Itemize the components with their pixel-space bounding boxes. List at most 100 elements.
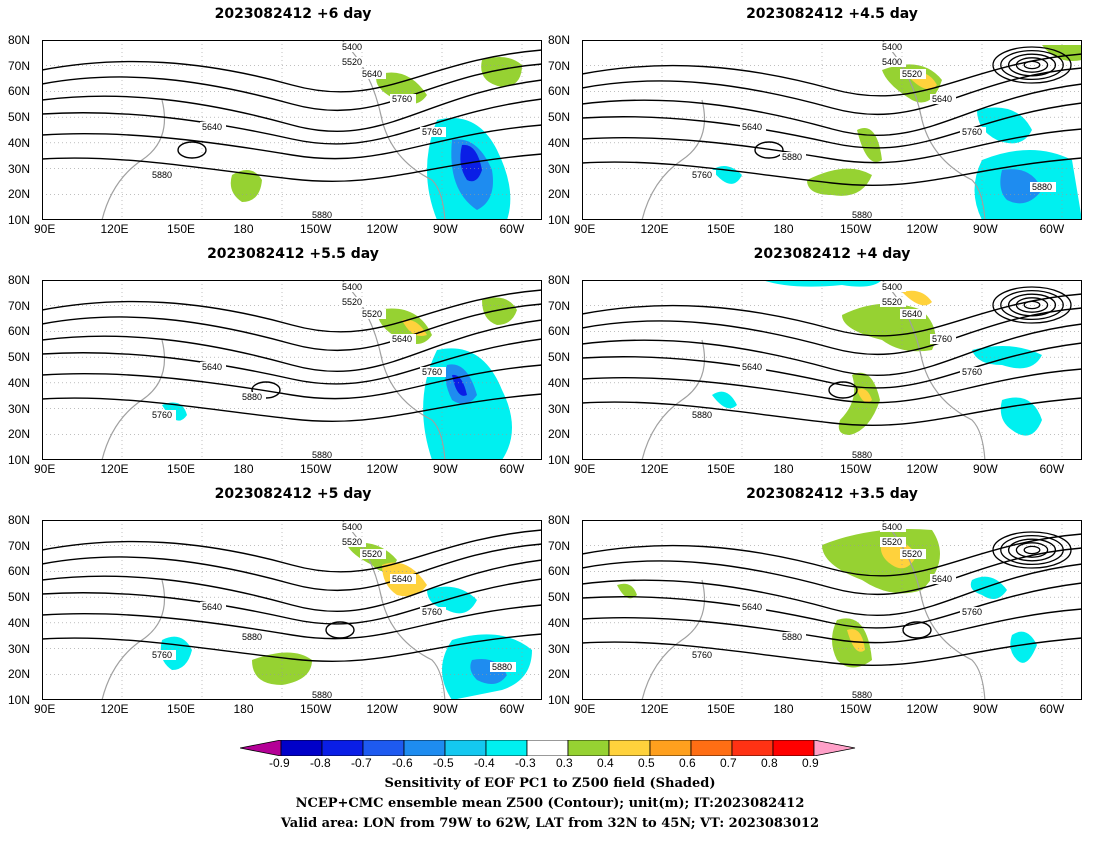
- contour-line: [42, 604, 542, 640]
- caption-line-2: NCEP+CMC ensemble mean Z500 (Contour); u…: [295, 796, 805, 811]
- shading-region: [902, 290, 932, 306]
- contour-label-bg: [200, 602, 226, 612]
- contour-label-bg: [900, 549, 926, 559]
- lat-tick-label: 60N: [8, 84, 31, 99]
- contour-label-bg: [880, 297, 906, 307]
- contour-label-bg: [420, 367, 446, 377]
- lat-tick-label: 10N: [548, 693, 571, 707]
- contour-line: [42, 364, 542, 400]
- colorbar-label: 0.6: [679, 756, 696, 770]
- colorbar-label: 0.4: [597, 756, 614, 770]
- lon-tick-label: 90E: [574, 222, 596, 236]
- contour-line: [42, 153, 542, 182]
- colorbar-segment: [403, 740, 446, 756]
- contour-label: 5880: [152, 170, 172, 180]
- lat-tick-label: 70N: [548, 538, 571, 553]
- panel-title: 2023082412 +5.5 day: [207, 246, 379, 262]
- lon-tick-label: 180: [773, 462, 794, 476]
- lat-tick-label: 60N: [8, 324, 31, 339]
- contour-label: 5520: [902, 69, 922, 79]
- colorbar-label: -0.8: [310, 756, 331, 770]
- shading-region: [482, 297, 517, 325]
- contour-label-bg: [390, 574, 416, 584]
- contour-label-bg: [900, 69, 926, 79]
- contour-label-bg: [1030, 182, 1056, 192]
- shading-region: [160, 636, 192, 670]
- contour-line: [1007, 53, 1057, 77]
- colorbar-label: -0.6: [392, 756, 413, 770]
- contour-label-bg: [780, 152, 806, 162]
- contour-label: 5640: [932, 574, 952, 584]
- lon-tick-label: 120W: [366, 222, 398, 236]
- lat-tick-label: 50N: [8, 350, 31, 365]
- lat-tick-label: 30N: [548, 161, 571, 176]
- panel-title: 2023082412 +4.5 day: [746, 6, 918, 22]
- contour-label-bg: [740, 122, 766, 132]
- contour-label: 5520: [882, 297, 902, 307]
- lon-tick-label: 90W: [973, 462, 998, 476]
- colorbar-segment: [485, 740, 528, 756]
- colorbar-label: -0.9: [269, 756, 290, 770]
- contour-label-bg: [900, 309, 926, 319]
- lat-tick-label: 30N: [8, 401, 31, 416]
- contour-label: 5760: [962, 127, 982, 137]
- lat-tick-label: 20N: [548, 187, 571, 202]
- lat-tick-label: 40N: [548, 135, 571, 150]
- lat-tick-label: 80N: [548, 513, 571, 527]
- lat-tick-label: 20N: [8, 667, 31, 682]
- contour-line: [582, 128, 1082, 164]
- lon-tick-label: 150W: [300, 702, 332, 716]
- contour-line: [992, 286, 1072, 324]
- contour-label: 5400: [882, 282, 902, 292]
- contour-label: 5400: [342, 522, 362, 532]
- contour-label: 5880: [312, 210, 332, 220]
- contour-line: [582, 397, 1082, 426]
- colorbar-label: -0.5: [433, 756, 454, 770]
- contour-label: 5520: [362, 309, 382, 319]
- contour-line: [42, 49, 542, 93]
- lon-tick-label: 120E: [100, 462, 129, 476]
- contour-line: [582, 53, 1082, 97]
- contour-label: 5760: [152, 650, 172, 660]
- contour-label-bg: [880, 537, 906, 547]
- shading-region: [970, 576, 1007, 599]
- contour-label: 5400: [342, 42, 362, 52]
- contour-label: 5640: [362, 69, 382, 79]
- contour-label: 5640: [902, 309, 922, 319]
- shading-region: [807, 168, 872, 196]
- contour-line: [582, 637, 1082, 666]
- lat-tick-label: 50N: [8, 590, 31, 605]
- lon-tick-label: 120E: [640, 462, 669, 476]
- contour-line: [582, 563, 1082, 617]
- contour-label: 5880: [312, 690, 332, 700]
- colorbar-segment: [567, 740, 610, 756]
- contour-label-bg: [960, 367, 986, 377]
- contour-line: [582, 307, 1082, 356]
- contour-label: 5880: [242, 392, 262, 402]
- lat-tick-label: 50N: [548, 590, 571, 605]
- contour-label: 5760: [422, 127, 442, 137]
- contour-line: [42, 393, 542, 422]
- shading-region: [762, 280, 882, 287]
- contour-label: 5640: [932, 94, 952, 104]
- contour-label-bg: [150, 650, 176, 660]
- lon-tick-label: 90E: [34, 222, 56, 236]
- lon-tick-label: 150E: [167, 222, 196, 236]
- lon-tick-label: 60W: [1039, 222, 1065, 236]
- contour-label: 5640: [392, 334, 412, 344]
- contour-label-bg: [390, 334, 416, 344]
- colorbar: [240, 740, 856, 756]
- lat-tick-label: 80N: [548, 273, 571, 287]
- map-frame: [582, 40, 1082, 220]
- contour-label-bg: [930, 574, 956, 584]
- caption-line-3: Valid area: LON from 79W to 62W, LAT fro…: [280, 816, 820, 831]
- contour-label: 5640: [742, 362, 762, 372]
- lon-tick-label: 150E: [707, 222, 736, 236]
- contour-line: [754, 141, 784, 159]
- lon-tick-label: 150E: [707, 462, 736, 476]
- contour-line: [42, 529, 542, 573]
- contour-label-bg: [740, 362, 766, 372]
